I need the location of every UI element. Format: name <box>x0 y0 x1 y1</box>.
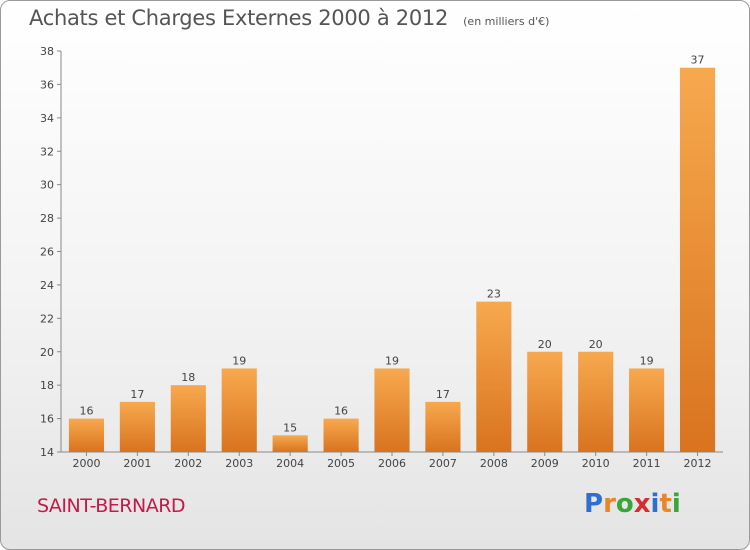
y-tick-label: 14 <box>40 446 54 459</box>
bar-value-label: 17 <box>436 388 450 401</box>
bar-2001 <box>119 401 155 452</box>
x-tick-label: 2009 <box>531 457 559 470</box>
bar-2007 <box>425 401 461 452</box>
bar-value-label: 20 <box>538 338 552 351</box>
y-tick-label: 38 <box>40 45 54 58</box>
chart-title: Achats et Charges Externes 2000 à 2012 (… <box>29 6 549 30</box>
x-tick-label: 2011 <box>633 457 661 470</box>
bar-value-label: 23 <box>487 288 501 301</box>
y-tick-label: 30 <box>40 179 54 192</box>
bar-value-label: 15 <box>283 421 297 434</box>
bar-2011 <box>629 368 665 452</box>
bar-value-label: 19 <box>640 354 654 367</box>
bar-2002 <box>170 385 206 452</box>
bar-value-label: 18 <box>181 371 195 384</box>
y-tick-label: 28 <box>40 212 54 225</box>
x-tick-label: 2007 <box>429 457 457 470</box>
y-tick-label: 18 <box>40 379 54 392</box>
bar-2012 <box>679 67 716 452</box>
x-tick-label: 2000 <box>72 457 100 470</box>
x-tick-label: 2010 <box>582 457 610 470</box>
x-tick-label: 2002 <box>174 457 202 470</box>
logo-letter: r <box>603 489 616 519</box>
x-tick-label: 2005 <box>327 457 355 470</box>
y-tick-label: 24 <box>40 279 54 292</box>
y-tick-label: 34 <box>40 112 54 125</box>
x-tick-label: 2001 <box>123 457 151 470</box>
logo-letter: t <box>659 489 672 519</box>
bar-2010 <box>578 351 614 452</box>
bar-2005 <box>323 418 359 452</box>
bar-value-label: 20 <box>589 338 603 351</box>
bar-2006 <box>374 368 410 452</box>
bar-value-label: 16 <box>334 405 348 418</box>
logo-letter: P <box>584 489 604 519</box>
x-tick-label: 2004 <box>276 457 304 470</box>
x-tick-label: 2008 <box>480 457 508 470</box>
bar-value-label: 19 <box>232 354 246 367</box>
y-tick-label: 16 <box>40 413 54 426</box>
y-tick-label: 26 <box>40 246 54 259</box>
bar-value-label: 37 <box>691 54 705 67</box>
bar-2003 <box>221 368 257 452</box>
x-tick-label: 2006 <box>378 457 406 470</box>
title-text: Achats et Charges Externes 2000 à 2012 <box>29 6 449 30</box>
logo-letter: o <box>615 489 634 519</box>
y-tick-label: 20 <box>40 346 54 359</box>
bar-2000 <box>68 418 105 452</box>
x-tick-label: 2012 <box>684 457 712 470</box>
logo-letter: i <box>650 489 660 519</box>
commune-name: SAINT-BERNARD <box>37 495 186 517</box>
title-unit: (en milliers d'€) <box>463 15 550 28</box>
y-tick-label: 32 <box>40 145 54 158</box>
bar-value-label: 16 <box>79 405 93 418</box>
logo-letter: x <box>633 489 651 519</box>
x-tick-label: 2003 <box>225 457 253 470</box>
logo-letter: i <box>671 489 681 519</box>
bar-2004 <box>272 435 308 452</box>
bar-value-label: 19 <box>385 354 399 367</box>
bar-value-label: 17 <box>130 388 144 401</box>
proxiti-logo: Proxiti <box>584 489 681 519</box>
bar-2009 <box>527 351 563 452</box>
y-tick-label: 22 <box>40 312 54 325</box>
y-tick-label: 36 <box>40 78 54 91</box>
bar-2008 <box>476 301 512 452</box>
